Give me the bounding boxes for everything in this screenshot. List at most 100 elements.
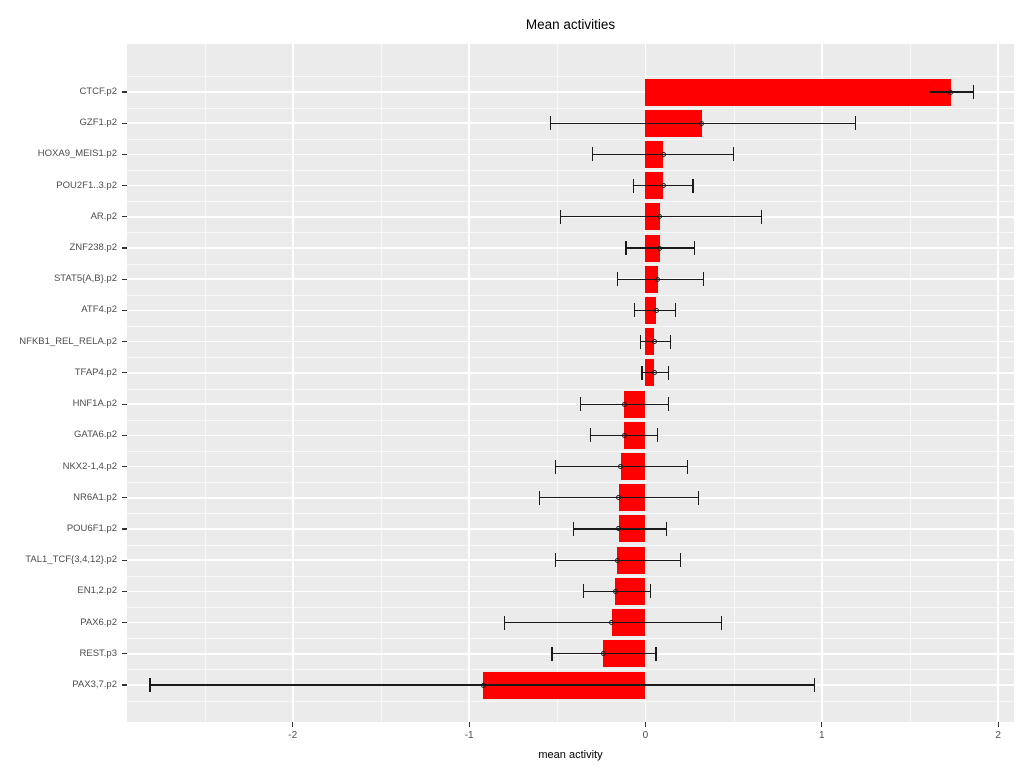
x-tick-label: 2 <box>995 730 1001 741</box>
point-estimate <box>616 495 622 501</box>
error-cap <box>854 116 856 131</box>
x-tick-label: 1 <box>819 730 825 741</box>
error-cap <box>616 272 618 287</box>
h-gridline-minor <box>127 326 1014 328</box>
y-tick-mark <box>122 91 127 93</box>
y-tick-mark <box>122 528 127 530</box>
y-tick-mark <box>122 403 127 405</box>
point-estimate <box>660 151 666 157</box>
error-cap <box>641 365 643 380</box>
h-gridline-minor <box>127 606 1014 608</box>
point-estimate <box>699 120 705 126</box>
point-estimate <box>600 651 606 657</box>
h-gridline-minor <box>127 107 1014 109</box>
point-estimate <box>612 588 618 594</box>
h-gridline-minor <box>127 388 1014 390</box>
chart-title: Mean activities <box>525 17 616 32</box>
x-tick-mark <box>468 722 470 727</box>
point-estimate <box>614 557 620 563</box>
v-gridline-major <box>468 44 470 722</box>
error-cap <box>583 584 585 599</box>
error-cap <box>639 334 641 349</box>
error-cap <box>667 397 669 412</box>
error-cap <box>634 303 636 318</box>
h-gridline-minor <box>127 669 1014 671</box>
x-tick-label: 0 <box>642 730 649 741</box>
point-estimate <box>621 401 627 407</box>
h-gridline-major <box>127 403 1014 405</box>
h-gridline-major <box>127 590 1014 593</box>
error-cap <box>549 116 551 131</box>
y-tick-label: HNF1A.p2 <box>72 398 117 410</box>
error-whisker <box>617 278 704 280</box>
error-cap <box>972 85 975 99</box>
y-tick-label: NFKB1_REL_RELA.p2 <box>19 335 117 347</box>
h-gridline-major <box>127 153 1014 156</box>
error-cap <box>814 678 816 692</box>
y-tick-label: GZF1.p2 <box>79 117 118 129</box>
error-cap <box>703 272 705 287</box>
h-gridline-major <box>127 340 1014 343</box>
point-estimate <box>948 89 954 95</box>
y-tick-label: CTCF.p2 <box>79 86 117 97</box>
error-cap <box>554 459 557 474</box>
error-cap <box>694 241 696 256</box>
error-cap <box>560 209 562 224</box>
y-tick-label: STAT5{A,B}.p2 <box>53 273 117 285</box>
v-gridline-minor <box>204 44 206 722</box>
h-gridline-minor <box>127 357 1014 359</box>
y-tick-mark <box>122 278 127 280</box>
h-gridline-minor <box>127 450 1014 452</box>
error-cap <box>650 584 652 599</box>
error-cap <box>669 334 671 349</box>
error-cap <box>503 615 505 630</box>
v-gridline-major <box>820 44 823 722</box>
h-gridline-major <box>127 247 1014 249</box>
error-cap <box>761 209 763 224</box>
error-cap <box>720 615 722 630</box>
error-cap <box>551 646 553 661</box>
x-tick-mark <box>644 722 647 727</box>
x-tick-mark <box>292 722 294 727</box>
h-gridline-major <box>127 91 1014 93</box>
point-estimate <box>657 214 663 220</box>
y-tick-label: ATF4.p2 <box>81 304 117 316</box>
bar <box>645 78 951 106</box>
plot-panel <box>127 44 1014 722</box>
h-gridline-minor <box>127 263 1014 265</box>
y-tick-label: NR6A1.p2 <box>73 491 117 503</box>
y-tick-label: HOXA9_MEIS1.p2 <box>37 148 117 160</box>
y-tick-label: POU2F1..3.p2 <box>56 179 117 191</box>
error-cap <box>572 521 574 536</box>
y-tick-mark <box>122 653 127 655</box>
y-tick-mark <box>122 497 127 499</box>
y-tick-label: TAL1_TCF{3,4,12}.p2 <box>25 554 117 566</box>
y-tick-mark <box>122 372 127 374</box>
x-tick-mark <box>997 722 999 727</box>
y-tick-mark <box>122 621 127 624</box>
y-tick-mark <box>122 122 127 124</box>
h-gridline-minor <box>127 544 1014 546</box>
y-tick-mark <box>122 216 127 218</box>
h-gridline-minor <box>127 638 1014 640</box>
h-gridline-major <box>127 309 1014 312</box>
v-gridline-minor <box>380 44 382 722</box>
error-cap <box>928 85 930 99</box>
h-gridline-minor <box>127 232 1014 234</box>
point-estimate <box>609 620 615 626</box>
h-gridline-minor <box>127 513 1014 515</box>
error-cap <box>149 678 151 692</box>
point-estimate <box>657 245 663 251</box>
error-cap <box>667 365 669 380</box>
h-gridline-major <box>127 372 1014 374</box>
error-cap <box>657 428 659 443</box>
v-gridline-major <box>291 44 294 722</box>
y-tick-label: PAX6.p2 <box>80 616 117 628</box>
y-tick-label: GATA6.p2 <box>74 429 117 441</box>
v-gridline-minor <box>733 44 735 722</box>
h-gridline-minor <box>127 419 1014 421</box>
y-tick-label: AR.p2 <box>90 210 117 222</box>
point-estimate <box>480 682 486 688</box>
y-tick-mark <box>122 153 127 155</box>
h-gridline-minor <box>127 575 1014 577</box>
